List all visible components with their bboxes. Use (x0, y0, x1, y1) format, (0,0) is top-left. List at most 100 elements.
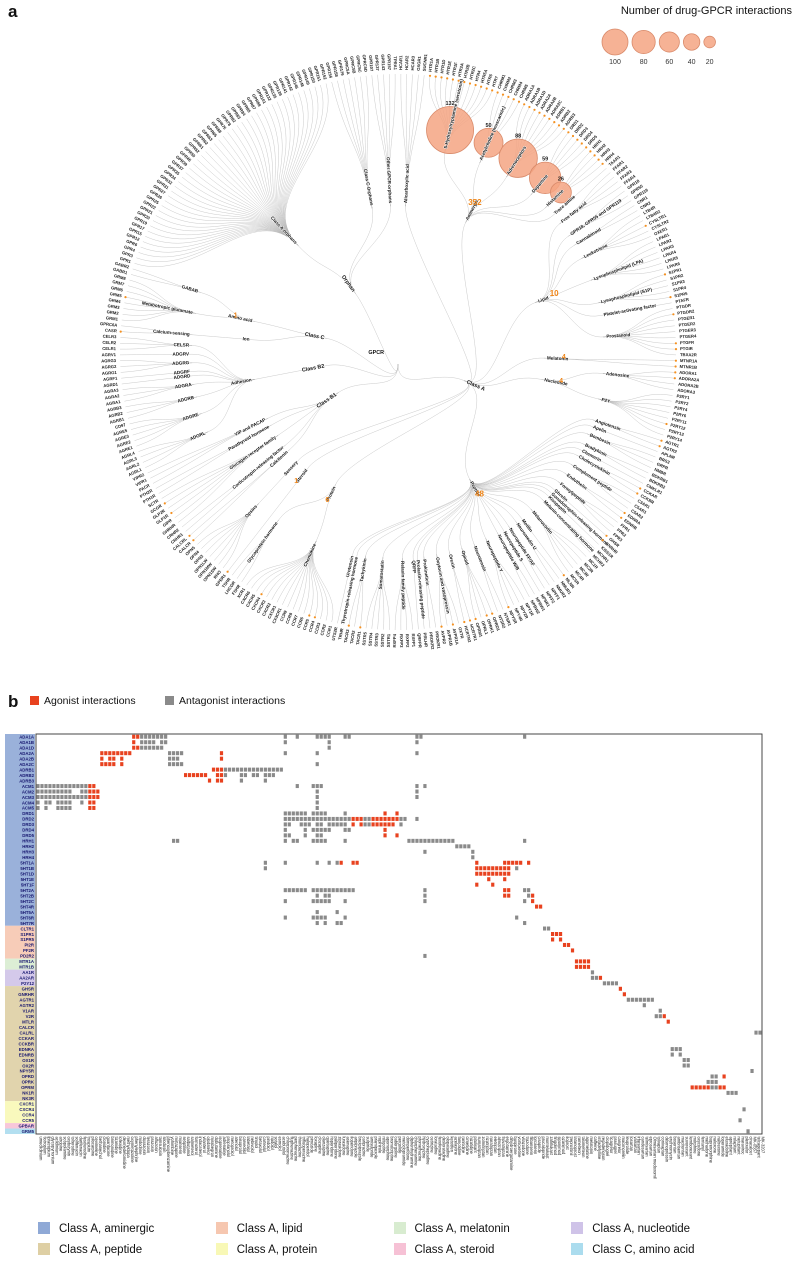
drugged-receptor-dot (496, 91, 499, 94)
col-label: vilazodone (521, 1137, 526, 1157)
antagonist-mark (714, 1085, 718, 1090)
agonist-mark (136, 745, 140, 750)
antagonist-mark (319, 822, 323, 827)
leaf-label: FPR2 (616, 527, 628, 538)
leaf-label: AGRG3 (101, 358, 117, 363)
agonist-mark (503, 888, 507, 893)
antagonist-mark (467, 844, 471, 849)
leaf-label: S1PR4 (673, 285, 688, 293)
matrix-marks (36, 734, 762, 1134)
col-label: dexmedetomidine (122, 1137, 127, 1170)
col-label: pergolide (397, 1137, 402, 1155)
antagonist-mark (742, 1107, 746, 1112)
antagonist-mark (223, 767, 228, 772)
drugged-receptor-dot (528, 105, 531, 109)
antagonist-mark (347, 827, 351, 832)
col-label: diphenhydramine (409, 1137, 414, 1169)
node-label: ADGRG (172, 360, 190, 366)
row-label: NK3R (22, 1096, 35, 1101)
antagonist-mark (36, 789, 40, 794)
leaf-label: TRHR (337, 628, 344, 640)
antagonist-mark (335, 910, 339, 915)
agonist-mark (100, 762, 104, 767)
leaf-label: ADORA3 (677, 387, 696, 394)
leaf-label: P2RY1 (676, 393, 690, 400)
antagonist-mark (60, 800, 64, 805)
agonist-mark (487, 866, 491, 871)
antagonist-mark (148, 734, 152, 739)
leaf-label: ADORA2A (679, 376, 700, 383)
col-label: tamsulosin (158, 1137, 163, 1157)
leaf-label: GPR179 (337, 59, 345, 76)
agonist-mark (558, 937, 563, 942)
col-label: glycopyrronium (50, 1137, 55, 1165)
antagonist-mark (594, 975, 599, 980)
node-label: Complement peptide (572, 463, 613, 492)
drug-gpcr-interaction-heatmap: Agonist interactions Antagonist interacti… (5, 695, 765, 1179)
col-label: flibanserin (529, 1137, 534, 1156)
node-label: Opsins (244, 504, 259, 519)
drugged-receptor-dot (669, 296, 672, 299)
leaf-label: HCRTR2 (463, 625, 472, 643)
col-label: zafirlukast (549, 1137, 554, 1156)
antagonist-swatch (165, 696, 174, 705)
node-label: Platelet-activating factor (603, 303, 657, 317)
drugged-receptor-dot (553, 121, 556, 124)
leaf-label: GRM4 (108, 297, 121, 304)
col-label: vortioxetine (517, 1137, 522, 1159)
leaf-label: ADORA1 (679, 370, 698, 376)
row-label: MTR1B (19, 965, 34, 970)
antagonist-mark (335, 921, 339, 926)
antagonist-mark (287, 811, 291, 816)
col-label: yohimbine (170, 1137, 175, 1156)
drugged-receptor-dot (674, 348, 678, 351)
leaf-label: DRD4 (582, 130, 594, 142)
col-label: cevimeline (94, 1137, 99, 1157)
row-class-strip-amino_acid (5, 1128, 35, 1134)
row-class-strip-steroid (5, 1123, 35, 1129)
col-label: aprepitant (728, 1137, 733, 1156)
legend-bubble-value: 40 (688, 59, 696, 66)
leaf-label: AGTR2 (663, 445, 679, 455)
row-label: 5HT7R (20, 921, 35, 926)
interaction-bubble (550, 181, 572, 204)
row-label: HRH3 (22, 850, 34, 855)
agonist-mark (104, 762, 108, 767)
drugged-receptor-dot (119, 330, 122, 333)
antagonist-mark (319, 784, 323, 789)
antagonist-mark (160, 745, 164, 750)
antagonist-mark (48, 800, 52, 805)
col-label: chlorphenamine (413, 1137, 418, 1167)
col-label: netupitant (736, 1137, 741, 1156)
leaf-label: RHO (212, 569, 222, 580)
col-label: suvorexant (685, 1137, 690, 1158)
antagonist-mark (315, 827, 319, 832)
antagonist-mark (176, 838, 180, 843)
agonist-mark (550, 937, 555, 942)
col-label: acebutolol (282, 1137, 287, 1156)
agonist-mark (550, 932, 555, 936)
agonist-mark (706, 1085, 710, 1090)
leaf-label: CNR1 (636, 195, 649, 206)
leaf-label: LPAR1 (656, 232, 671, 242)
row-label: ADA2A (19, 751, 34, 756)
antagonist-mark (315, 833, 319, 838)
leaf-label: PTGFR (680, 340, 694, 345)
leaf-label: NPFF2 (545, 590, 557, 604)
count-label: 1 (234, 312, 238, 319)
agonist-mark (395, 811, 399, 816)
col-label: desloratadine (441, 1137, 446, 1162)
row-label: CCR4 (22, 1113, 34, 1118)
antagonist-mark (415, 838, 419, 843)
col-label: oxycodone (697, 1137, 702, 1158)
antagonist-mark (315, 789, 319, 794)
agonist-mark (503, 893, 507, 898)
leaf-label: RXFP1 (411, 633, 417, 647)
col-label: formoterol (194, 1137, 199, 1156)
agonist-mark (507, 860, 511, 865)
antagonist-legend-label: Antagonist interactions (179, 695, 285, 707)
leaf-label: GABR2 (114, 261, 130, 270)
leaf-label: HRH1 (591, 138, 603, 150)
col-label: cariprazine (362, 1137, 367, 1158)
col-label: bromocriptine (389, 1137, 394, 1163)
